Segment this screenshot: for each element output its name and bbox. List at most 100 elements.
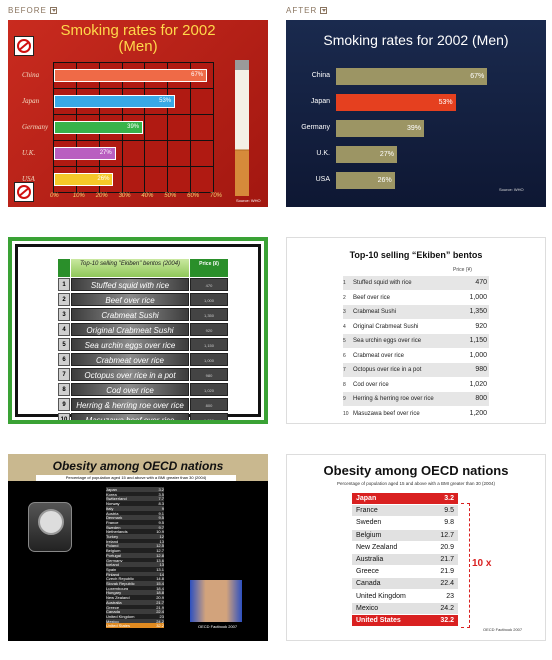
value-cell: 3.5: [158, 491, 164, 497]
x-tick-label: 40%: [141, 193, 154, 199]
grid-line-horizontal: [53, 192, 213, 193]
measuring-belly-photo: [190, 580, 242, 622]
value-cell: 20.9: [440, 543, 454, 551]
price-cell: 1,150: [190, 338, 228, 351]
slide-subtitle: Percentage of population aged 15 and abo…: [336, 481, 496, 486]
value-cell: 21.7: [440, 556, 454, 563]
table-row: Spain 13.1: [106, 566, 164, 572]
category-label: U.K.: [22, 149, 36, 157]
value-cell: 14: [159, 571, 164, 577]
smoking-before-slide: Smoking rates for 2002 (Men) 67% 53% 39% 27…: [8, 20, 268, 207]
country-cell: Canada: [106, 609, 121, 615]
value-cell: 21.9: [156, 604, 164, 610]
category-label: Germany: [22, 123, 49, 131]
country-cell: United States: [106, 623, 131, 629]
value-cell: 12.8: [156, 552, 164, 558]
bathroom-scale-icon: [28, 502, 72, 552]
table-row: Canada 22.4: [352, 578, 458, 590]
bar-value-label: 53%: [438, 99, 453, 106]
bento-name-cell: Masuzawa beef over rice: [71, 413, 189, 420]
table-row: Korea 3.5: [106, 491, 164, 497]
country-cell: Finland: [106, 571, 120, 577]
table-row: 4 Original Crabmeat Sushi 920: [343, 319, 489, 334]
table-row: New Zealand 20.9: [352, 541, 458, 553]
rank-cell: 7: [343, 367, 346, 373]
no-smoking-icon: [14, 36, 34, 56]
country-cell: United States: [356, 617, 401, 624]
before-header[interactable]: BEFORE: [8, 6, 57, 15]
bar: 67%: [336, 68, 488, 85]
table-title: Top-10 selling "Ekiben" bentos (2004): [71, 259, 189, 277]
value-cell: 10.9: [156, 529, 164, 535]
table-row: 6 Crabmeat over rice 1,000: [343, 348, 489, 363]
table-row: Iceland 13: [106, 562, 164, 568]
table-row: 4 Original Crabmeat Sushi 920: [58, 323, 228, 337]
country-cell: Ireland: [106, 538, 119, 544]
table-row: Ireland 13: [106, 538, 164, 544]
country-cell: Mexico: [106, 618, 119, 624]
value-cell: 9: [161, 505, 164, 511]
price-cell: 920: [190, 323, 228, 336]
price-cell: 1,350: [469, 308, 487, 315]
table-row: 2 Beef over rice 1,000: [343, 290, 489, 305]
value-cell: 22.4: [156, 609, 164, 615]
country-cell: Germany: [106, 557, 123, 563]
ekiben-after-slide: Top-10 selling “Ekiben” bentos Price (¥)…: [286, 237, 546, 424]
source-label: OECD Factbook 2007: [198, 624, 238, 629]
table-row: Sweden 9.7: [106, 524, 164, 530]
multiplier-label: 10 x: [472, 558, 492, 569]
grid-line-horizontal: [53, 166, 213, 167]
x-tick-label: 10%: [72, 193, 85, 199]
country-cell: France: [356, 507, 378, 515]
rank-cell: 8: [58, 383, 70, 396]
table-row: 2 Beef over rice 1,000: [58, 293, 228, 307]
table-row: Netherlands 10.9: [106, 529, 164, 535]
rank-cell: 3: [343, 309, 346, 315]
after-header[interactable]: AFTER: [286, 6, 328, 15]
bar: 26%: [54, 173, 114, 186]
table-row: Portugal 12.8: [106, 552, 164, 558]
table-row: Greece 21.9: [352, 566, 458, 578]
country-cell: France: [106, 519, 119, 525]
table-row: Luxembourg 18.4: [106, 585, 164, 591]
table-row: 6 Crabmeat over rice 1,000: [58, 353, 228, 367]
obesity-after-slide: Obesity among OECD nations Percentage of…: [286, 454, 546, 641]
country-cell: Netherlands: [106, 529, 128, 535]
bar-value-label: 26%: [377, 177, 392, 184]
table-row: United States 32.2: [352, 615, 458, 626]
table-row: Australia 21.7: [106, 599, 164, 605]
range-bracket: [461, 503, 470, 628]
table-row: Japan 3.2: [352, 493, 458, 504]
table-row: Turkey 12: [106, 534, 164, 539]
slide-title: Smoking rates for 2002 (Men): [323, 32, 509, 48]
bar: 27%: [336, 146, 397, 163]
table-row: Switzerland 7.7: [106, 496, 164, 502]
category-label: Japan: [22, 97, 40, 105]
country-cell: Canada: [356, 580, 381, 588]
country-cell: Luxembourg: [106, 585, 129, 591]
value-cell: 9.8: [444, 519, 454, 527]
value-cell: 14.8: [156, 576, 164, 582]
value-cell: 12: [159, 534, 164, 539]
bento-name-cell: Sea urchin eggs over rice: [71, 338, 189, 351]
table-row: 3 Crabmeat Sushi 1,350: [58, 308, 228, 322]
country-cell: Portugal: [106, 552, 121, 558]
dropdown-arrow-icon[interactable]: [320, 7, 328, 14]
dropdown-arrow-icon[interactable]: [49, 7, 57, 14]
bar-value-label: 27%: [379, 151, 394, 158]
bar: 39%: [54, 121, 144, 134]
table-row: United Kingdom 23: [106, 613, 164, 619]
country-cell: Greece: [356, 568, 379, 576]
table-row: Austria 9.1: [106, 510, 164, 516]
slide-title: Obesity among OECD nations: [323, 463, 509, 478]
bento-name-cell: Crabmeat Sushi: [71, 308, 189, 321]
country-cell: Belgium: [356, 531, 382, 539]
country-cell: United Kingdom: [356, 592, 406, 600]
bento-name-cell: Crabmeat over rice: [71, 353, 189, 366]
country-cell: Slovak Republic: [106, 581, 135, 586]
price-cell: 470: [475, 279, 487, 286]
category-label: Japan: [310, 98, 330, 105]
table-row: Hungary 18.8: [106, 590, 164, 596]
source-label: OECD Factbook 2007: [483, 627, 523, 632]
value-cell: 23: [159, 613, 164, 619]
